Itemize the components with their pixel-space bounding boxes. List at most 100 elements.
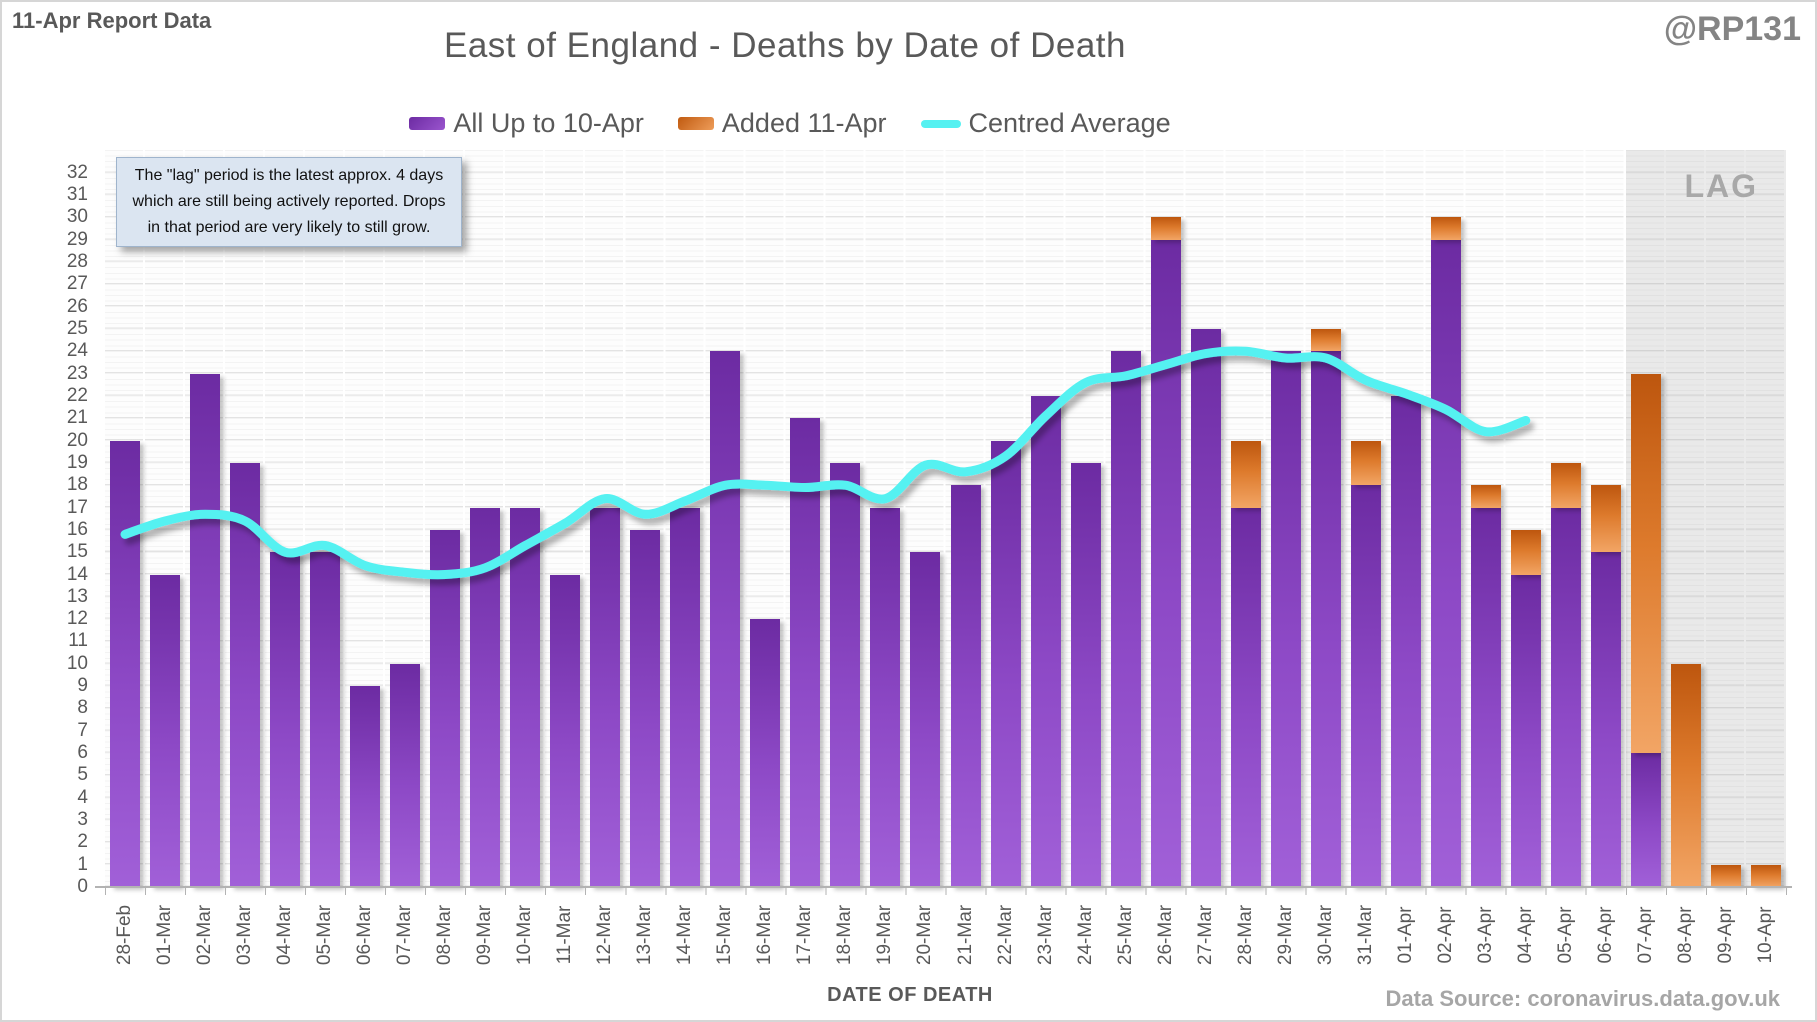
x-label-24-Mar: 24-Mar [1074,904,1096,966]
lag-annotation-box: The "lag" period is the latest approx. 4… [116,157,462,247]
x-label-02-Mar: 02-Mar [194,904,216,966]
bar-08-Apr-added [1670,663,1701,887]
lag-label: LAG [1684,168,1758,204]
x-label-28-Feb: 28-Feb [114,904,135,966]
x-axis-ticks [105,888,1788,895]
y-tick-31: 31 [66,184,88,206]
x-label-07-Mar: 07-Mar [394,904,416,966]
x-label-22-Mar: 22-Mar [994,904,1016,966]
bar-20-Mar-reported [910,552,941,887]
bar-03-Apr-reported [1470,507,1501,887]
x-label-10-Apr: 10-Apr [1754,906,1776,964]
bar-11-Mar-reported [550,574,581,887]
legend-label: Added 11-Apr [721,108,887,138]
x-label-06-Mar: 06-Mar [354,904,376,966]
x-label-30-Mar: 30-Mar [1314,904,1336,966]
bar-28-Mar-reported [1230,507,1261,887]
bar-30-Mar-added [1310,329,1341,352]
legend-item-added: Added 11-Apr [677,108,887,139]
x-label-04-Mar: 04-Mar [274,904,296,966]
y-tick-4: 4 [77,786,88,808]
y-tick-20: 20 [66,429,88,451]
annotation-line-3: in that period are very likely to still … [147,219,431,236]
x-label-03-Apr: 03-Apr [1474,906,1496,964]
legend-label: All Up to 10-Apr [453,108,644,138]
x-label-13-Mar: 13-Mar [634,904,656,966]
bar-08-Mar-reported [430,529,461,887]
cyan-line-swatch-icon [920,119,961,128]
y-tick-25: 25 [66,318,88,339]
y-tick-22: 22 [66,384,88,406]
bar-13-Mar-reported [630,529,661,887]
bar-04-Apr-added [1510,529,1541,575]
bar-02-Mar-reported [190,373,221,887]
y-tick-1: 1 [77,853,88,875]
annotation-line-2: which are still being actively reported.… [132,193,446,210]
bar-03-Mar-reported [230,462,261,887]
bar-22-Mar-reported [990,440,1021,887]
bar-06-Apr-added [1590,485,1621,553]
legend-item-centred-average: Centred Average [920,108,1171,139]
x-label-14-Mar: 14-Mar [674,904,696,966]
x-label-02-Apr: 02-Apr [1434,906,1456,964]
bar-28-Mar-added [1230,440,1261,508]
bar-30-Mar-reported [1310,351,1341,887]
x-label-08-Apr: 08-Apr [1674,906,1696,964]
bar-12-Mar-reported [590,507,621,887]
y-tick-8: 8 [77,697,88,719]
x-label-16-Mar: 16-Mar [754,904,776,966]
bar-16-Mar-reported [750,619,781,887]
bar-09-Mar-reported [470,507,501,887]
y-tick-12: 12 [66,608,88,630]
x-label-11-Mar: 11-Mar [554,905,576,965]
y-tick-30: 30 [66,206,88,228]
legend-label: Centred Average [968,108,1171,138]
purple-bar-swatch-icon [409,117,446,130]
bar-10-Mar-reported [510,507,541,887]
bar-04-Mar-reported [270,552,301,887]
x-label-04-Apr: 04-Apr [1514,906,1536,964]
x-label-03-Mar: 03-Mar [234,904,256,966]
bar-26-Mar-added [1150,217,1181,240]
x-label-25-Mar: 25-Mar [1114,904,1136,966]
bar-29-Mar-reported [1270,351,1301,887]
bar-17-Mar-reported [790,418,821,887]
x-label-21-Mar: 21-Mar [954,904,976,966]
x-label-19-Mar: 19-Mar [874,904,896,966]
bar-10-Apr-added [1750,864,1781,887]
bar-05-Apr-reported [1550,507,1581,887]
y-tick-19: 19 [66,451,88,473]
y-tick-6: 6 [77,742,88,764]
bar-03-Apr-added [1470,485,1501,508]
y-tick-13: 13 [66,585,88,607]
x-label-15-Mar: 15-Mar [714,904,736,966]
bar-14-Mar-reported [670,507,701,887]
x-label-28-Mar: 28-Mar [1234,904,1256,966]
y-tick-10: 10 [66,652,88,674]
y-tick-21: 21 [66,407,88,429]
bar-24-Mar-reported [1070,462,1101,887]
x-label-01-Mar: 01-Mar [154,904,176,966]
x-label-07-Apr: 07-Apr [1634,906,1656,964]
bar-28-Feb-reported [110,440,140,887]
annotation-line-1: The "lag" period is the latest approx. 4… [134,167,444,184]
y-tick-18: 18 [66,474,88,496]
legend-item-all-up-to: All Up to 10-Apr [409,108,644,139]
bar-05-Mar-reported [310,552,341,887]
data-source-label: Data Source: coronavirus.data.gov.uk [1385,986,1780,1011]
x-label-05-Mar: 05-Mar [314,904,336,966]
x-label-17-Mar: 17-Mar [794,904,816,966]
bar-26-Mar-reported [1150,239,1181,887]
bar-09-Apr-added [1710,864,1741,887]
bar-06-Mar-reported [350,686,381,887]
report-data-label: 11-Apr Report Data [12,8,212,33]
bar-01-Mar-reported [150,574,181,887]
y-tick-15: 15 [66,541,88,563]
x-label-18-Mar: 18-Mar [834,904,856,966]
bar-02-Apr-reported [1430,239,1461,887]
y-tick-24: 24 [66,340,88,362]
bar-01-Apr-reported [1390,395,1421,887]
x-axis-line [95,886,1792,888]
x-axis-title: DATE OF DEATH [827,984,993,1006]
orange-bar-swatch-icon [677,117,714,130]
